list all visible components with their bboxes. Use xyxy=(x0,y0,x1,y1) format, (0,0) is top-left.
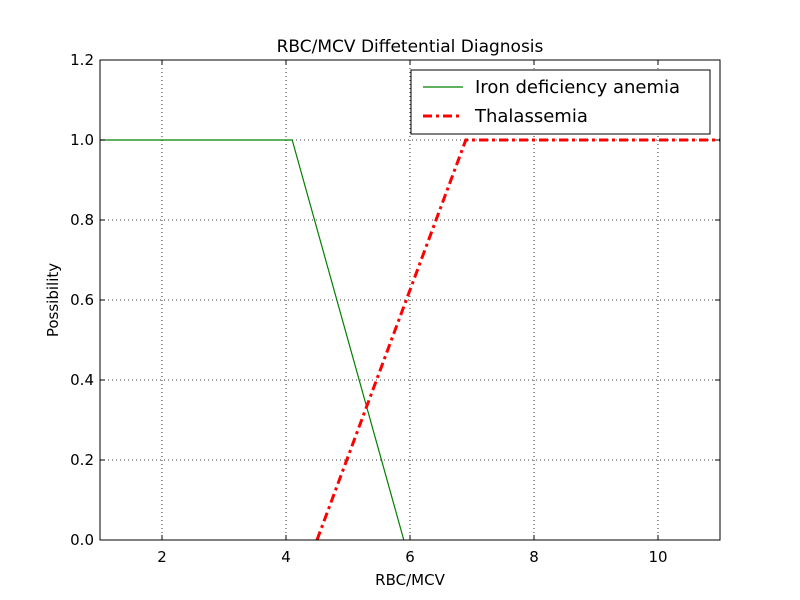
y-tick-label: 1.0 xyxy=(70,131,94,149)
y-tick-label: 0.8 xyxy=(70,211,94,229)
legend-label-1: Iron deficiency anemia xyxy=(475,77,680,98)
y-tick-label: 0.2 xyxy=(70,451,94,469)
y-tick-label: 0.6 xyxy=(70,291,94,309)
x-tick-label: 4 xyxy=(281,548,291,566)
series-layer xyxy=(100,138,720,541)
legend-label-2: Thalassemia xyxy=(474,106,588,127)
x-tick-label: 10 xyxy=(648,548,667,566)
x-tick-label: 6 xyxy=(405,548,415,566)
y-tick-label: 0.0 xyxy=(70,531,94,549)
legend-box xyxy=(410,69,711,135)
chart-title: RBC/MCV Diffetential Diagnosis xyxy=(277,37,544,57)
ticks: 2 4 6 8 10 0.0 0.2 0.4 0.6 0.8 1.0 1.2 xyxy=(70,51,720,566)
x-tick-label: 2 xyxy=(157,548,167,566)
y-tick-label: 1.2 xyxy=(70,51,94,69)
y-axis-label: Possibility xyxy=(44,263,62,337)
series-line-1 xyxy=(100,139,405,541)
x-tick-label: 8 xyxy=(529,548,539,566)
legend: Iron deficiency anemia Thalassemia xyxy=(410,69,711,135)
x-axis-label: RBC/MCV xyxy=(375,571,445,589)
series-line-2 xyxy=(315,138,720,541)
y-tick-label: 0.4 xyxy=(70,371,94,389)
